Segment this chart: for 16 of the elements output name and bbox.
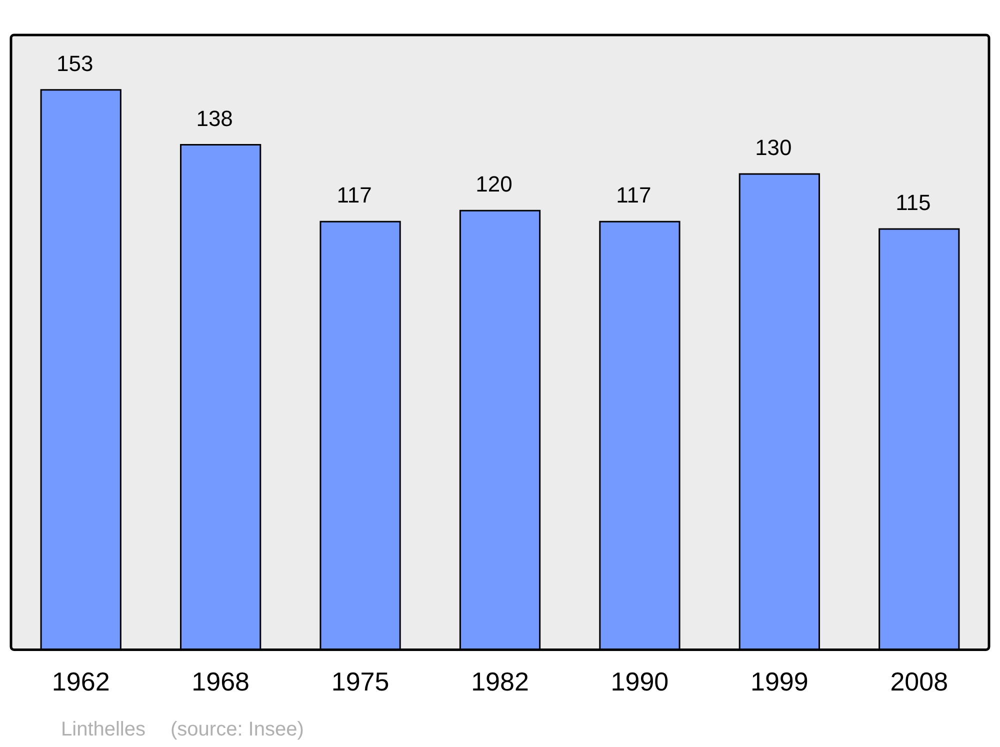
data-label: 117: [616, 182, 652, 208]
x-tick-label: 1999: [750, 666, 808, 697]
x-tick-label: 2008: [890, 666, 948, 697]
x-tick-label: 1982: [471, 666, 529, 697]
x-tick-label: 1975: [331, 666, 390, 697]
x-tick-label: 1962: [52, 666, 110, 697]
data-label: 138: [196, 106, 233, 131]
data-label: 130: [755, 135, 792, 160]
data-label: 120: [476, 172, 512, 197]
data-label: 153: [56, 50, 94, 76]
x-tick-label: 1968: [192, 666, 250, 697]
data-label: 115: [896, 190, 931, 216]
text: Linthelles: [61, 718, 146, 741]
x-tick-label: 1990: [610, 666, 669, 697]
text: (source: Insee): [170, 718, 304, 741]
data-label: 117: [336, 182, 372, 208]
